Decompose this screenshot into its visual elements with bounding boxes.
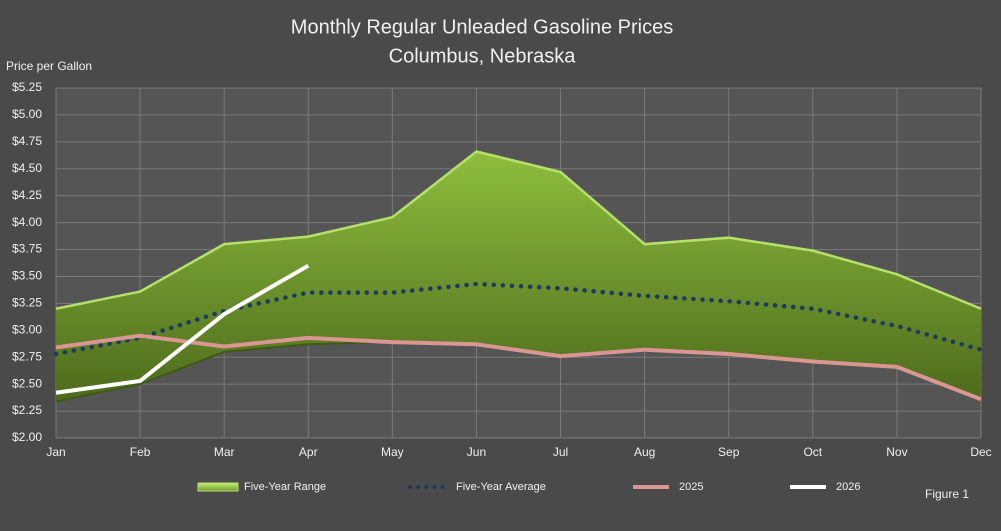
y-axis-label: Price per Gallon: [6, 59, 92, 73]
chart-title: Monthly Regular Unleaded Gasoline Prices: [291, 16, 673, 38]
x-tick-label: Jan: [46, 445, 65, 459]
legend-label: Five-Year Range: [244, 481, 326, 493]
y-tick-label: $2.25: [12, 403, 42, 417]
marks: [53, 150, 984, 403]
labels: $2.00 $2.25 $2.50 $2.75 $3.00 $3.25 $3.50 $3.75…: [12, 80, 992, 459]
y-tick-label: $4.25: [12, 188, 42, 202]
x-tick-label: Dec: [970, 445, 991, 459]
legend-label: 2025: [679, 481, 703, 493]
x-tick-label: May: [381, 445, 404, 459]
legend-label: 2026: [836, 481, 860, 493]
y-tick-label: $3.75: [12, 242, 42, 256]
x-tick-label: Oct: [803, 445, 822, 459]
x-tick-label: Feb: [130, 445, 151, 459]
y-tick-label: $4.50: [12, 161, 42, 175]
y-tick-label: $3.50: [12, 269, 42, 283]
x-tick-label: Aug: [634, 445, 655, 459]
x-tick-label: Jun: [467, 445, 486, 459]
y-tick-label: $5.25: [12, 80, 42, 94]
legend-label: Five-Year Average: [456, 481, 546, 493]
x-tick-label: Jul: [553, 445, 568, 459]
legend-swatch: [197, 482, 239, 492]
y-tick-label: $2.75: [12, 349, 42, 363]
y-tick-label: $4.00: [12, 215, 42, 229]
series-line: [55, 333, 982, 402]
x-tick-label: Sep: [718, 445, 740, 459]
x-tick-label: Nov: [886, 445, 907, 459]
x-tick-label: Mar: [214, 445, 235, 459]
y-tick-label: $3.25: [12, 296, 42, 310]
annotation: Figure 1: [925, 487, 969, 501]
y-tick-label: $2.00: [12, 430, 42, 444]
range-high-edge: [55, 150, 982, 310]
y-tick-label: $2.50: [12, 376, 42, 390]
x-tick-label: Apr: [299, 445, 318, 459]
chart-subtitle: Columbus, Nebraska: [389, 45, 577, 67]
y-tick-label: $4.75: [12, 134, 42, 148]
y-tick-label: $3.00: [12, 322, 42, 336]
legend: Five-Year Range Five-Year Average 2025 2026: [197, 481, 860, 493]
y-tick-label: $5.00: [12, 107, 42, 121]
series-line: [55, 263, 310, 395]
